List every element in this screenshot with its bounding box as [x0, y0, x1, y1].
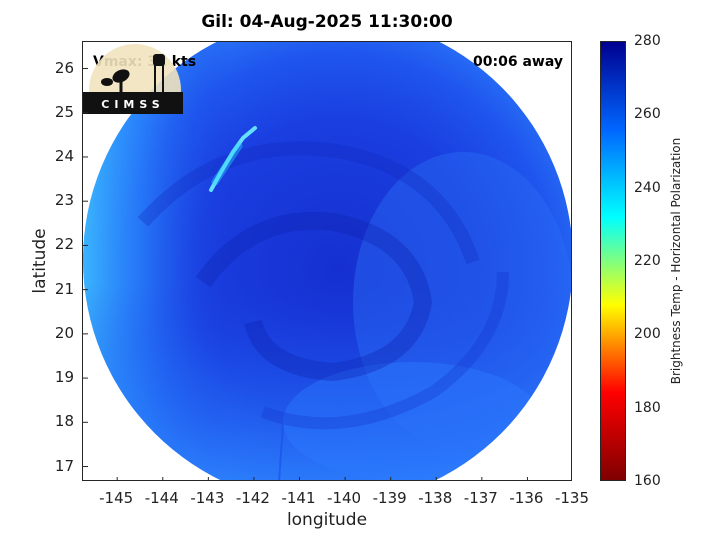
microwave-swath-image: [83, 42, 571, 480]
cimss-logo: CIMSS: [83, 44, 183, 114]
y-tick-label: 18: [54, 412, 74, 431]
y-tick-label: 19: [54, 368, 74, 387]
y-tick-label: 24: [54, 146, 74, 165]
x-tick-label: -145: [99, 489, 134, 507]
colorbar: [600, 41, 626, 481]
colorbar-tick-label: 160: [634, 473, 661, 489]
x-tick-label: -142: [235, 489, 270, 507]
y-tick-label: 26: [54, 58, 74, 77]
x-tick-label: -135: [554, 489, 590, 507]
axis-tick-marks: [83, 68, 528, 480]
colorbar-tick-label: 180: [634, 399, 661, 416]
x-tick-label: -137: [463, 489, 498, 507]
colorbar-tick-label: 200: [634, 326, 661, 343]
x-tick-label: -136: [509, 489, 544, 507]
x-tick-label: -138: [418, 489, 453, 507]
colorbar-tick-label: 280: [634, 33, 661, 49]
map-plot-area: Vmax: 32 kts 00:06 away CIMSS: [82, 41, 572, 481]
y-tick-label: 22: [54, 235, 74, 254]
y-tick-label: 23: [54, 191, 74, 210]
colorbar-label: Brightness Temp - Horizontal Polarizatio…: [669, 137, 683, 385]
x-axis-label: longitude: [286, 510, 368, 530]
y-tick-label: 20: [54, 323, 74, 342]
y-tick-label: 17: [54, 456, 74, 475]
x-tick-label: -140: [327, 489, 362, 507]
colorbar-tick-label: 240: [634, 179, 661, 196]
colorbar-tick-label: 220: [634, 253, 661, 269]
x-tick-label: -139: [372, 489, 407, 507]
y-tick-label: 21: [54, 279, 74, 298]
map-title: Gil: 04-Aug-2025 11:30:00: [201, 12, 453, 32]
x-tick-label: -143: [190, 489, 225, 507]
x-tick-label: -141: [281, 489, 316, 507]
x-tick-label: -144: [144, 489, 179, 507]
colorbar-tick-label: 260: [634, 106, 661, 123]
y-tick-label: 25: [54, 102, 74, 121]
cimss-logo-text: CIMSS: [101, 98, 164, 111]
y-axis-label: latitude: [30, 228, 50, 294]
time-away-label: 00:06 away: [473, 54, 563, 70]
